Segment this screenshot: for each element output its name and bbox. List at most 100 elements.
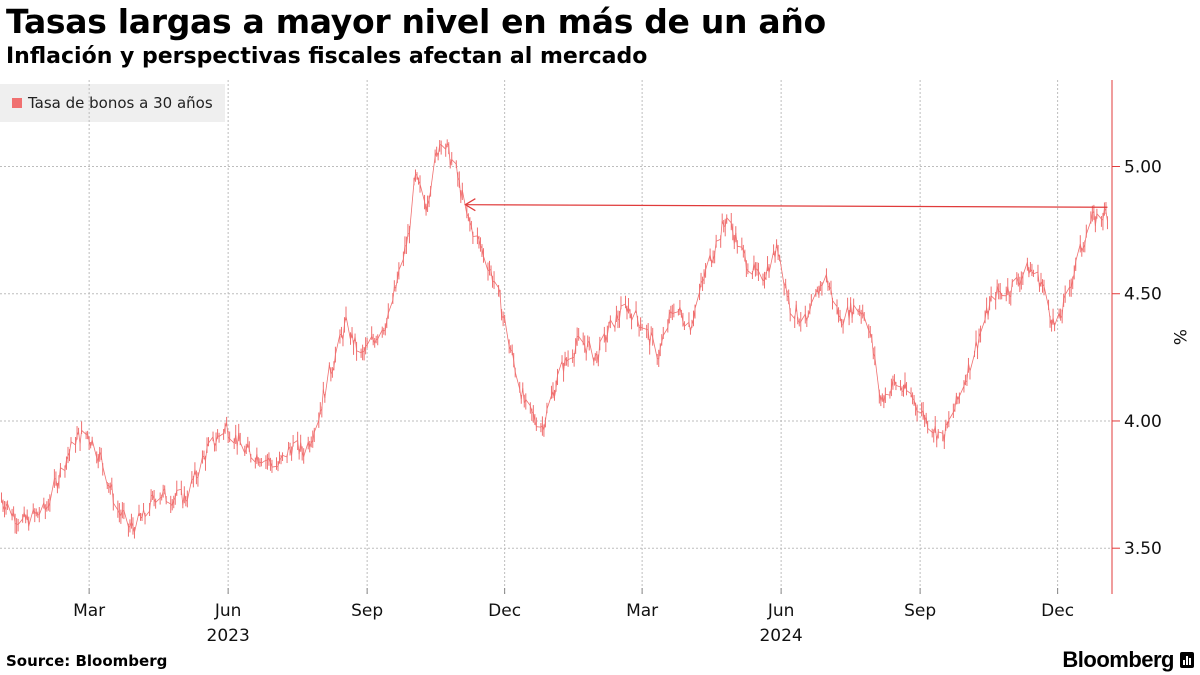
series-segment xyxy=(79,430,82,445)
series-segment xyxy=(416,175,419,182)
series-segment xyxy=(88,441,92,446)
series-segment xyxy=(762,279,765,282)
series-segment xyxy=(658,347,661,360)
series-segment xyxy=(144,510,150,518)
series-segment xyxy=(946,419,950,425)
series-segment xyxy=(22,512,25,519)
series-segment xyxy=(239,442,246,454)
series-segment xyxy=(830,288,833,301)
series-segment xyxy=(131,522,134,527)
series-segment xyxy=(732,231,735,244)
series-segment xyxy=(519,389,522,400)
series-segment xyxy=(755,268,758,271)
series-segment xyxy=(119,512,122,517)
series-segment xyxy=(968,363,971,372)
series-segment xyxy=(721,221,725,226)
series-segment xyxy=(407,232,410,235)
x-year-label: 2024 xyxy=(759,626,802,646)
series-segment xyxy=(1105,210,1108,222)
series-segment xyxy=(608,319,611,325)
series-segment xyxy=(501,316,504,318)
series-segment xyxy=(171,499,175,506)
series-segment xyxy=(912,398,915,400)
x-tick-label: Sep xyxy=(904,601,936,621)
series-segment xyxy=(647,329,651,346)
series-segment xyxy=(679,306,682,314)
series-segment xyxy=(99,451,102,456)
series-segment xyxy=(446,143,450,146)
series-segment xyxy=(788,296,791,314)
series-segment xyxy=(214,442,217,447)
series-segment xyxy=(673,311,679,314)
series-segment xyxy=(356,350,362,354)
series-segment xyxy=(186,478,193,501)
series-segment xyxy=(226,423,229,437)
series-segment xyxy=(895,385,901,388)
series-segment xyxy=(297,440,300,455)
series-segment xyxy=(180,489,184,505)
series-segment xyxy=(245,443,249,450)
series-segment xyxy=(1063,294,1066,299)
series-segment xyxy=(606,324,610,336)
arrow-head xyxy=(464,198,476,212)
series-segment xyxy=(153,499,156,503)
series-segment xyxy=(523,399,527,403)
series-segment xyxy=(978,332,981,338)
series-segment xyxy=(513,360,516,373)
series-segment xyxy=(563,357,566,373)
series-segment xyxy=(318,411,321,421)
series-segment xyxy=(1061,298,1065,316)
series-segment xyxy=(504,317,510,347)
series-segment xyxy=(58,467,61,481)
series-segment xyxy=(555,375,558,389)
series-segment xyxy=(640,326,643,329)
series-segment xyxy=(957,396,960,401)
series-segment xyxy=(774,243,777,258)
series-segment xyxy=(259,461,262,464)
series-segment xyxy=(502,316,505,319)
series-segment xyxy=(585,342,589,354)
series-segment xyxy=(194,469,197,478)
series-segment xyxy=(672,312,675,315)
series-segment xyxy=(81,430,87,435)
series-segment xyxy=(164,488,167,502)
series-segment xyxy=(376,338,378,340)
series-segment xyxy=(319,408,323,412)
series-segment xyxy=(32,509,36,514)
series-segment xyxy=(197,456,203,478)
series-segment xyxy=(922,410,926,421)
annotation-arrow xyxy=(464,198,1108,212)
series-segment xyxy=(1081,247,1084,252)
series-segment xyxy=(693,308,696,320)
series-segment xyxy=(418,180,421,185)
series-segment xyxy=(948,412,954,421)
series-segment xyxy=(575,336,578,348)
series-segment xyxy=(428,190,431,200)
series-segment xyxy=(100,455,104,467)
series-segment xyxy=(767,265,770,274)
series-segment xyxy=(720,221,723,240)
series-segment xyxy=(891,379,894,389)
series-segment xyxy=(703,269,706,280)
series-segment xyxy=(23,512,27,520)
series-segment xyxy=(635,309,638,320)
series-segment xyxy=(694,292,700,309)
series-segment xyxy=(597,342,601,363)
series-segment xyxy=(561,360,564,373)
series-segment xyxy=(307,441,311,448)
series-segment xyxy=(1049,318,1052,326)
series-segment xyxy=(466,213,469,217)
series-segment xyxy=(534,420,537,427)
series-segment xyxy=(954,395,957,410)
series-segment xyxy=(917,411,922,414)
series-segment xyxy=(91,439,98,458)
series-segment xyxy=(218,433,224,437)
series-segment xyxy=(903,382,906,392)
series-segment xyxy=(205,446,208,462)
series-segment xyxy=(735,232,738,247)
legend-label: Tasa de bonos a 30 años xyxy=(28,94,213,112)
series-segment xyxy=(333,354,336,368)
series-segment xyxy=(934,426,938,441)
series-segment xyxy=(123,510,129,527)
series-segment xyxy=(445,143,448,150)
